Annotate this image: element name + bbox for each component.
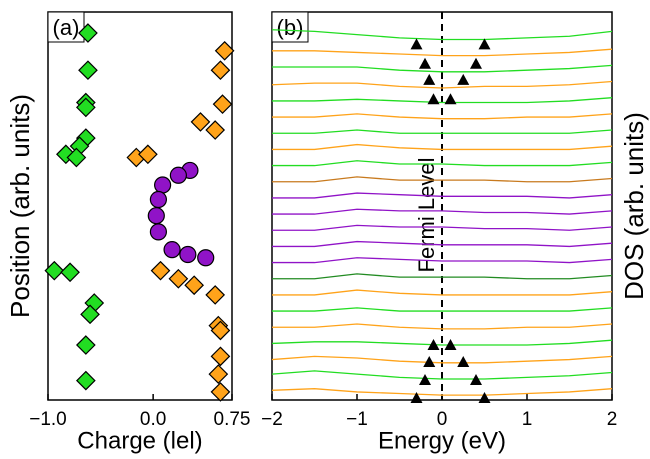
dos-curve [271,339,613,346]
point [210,382,231,402]
point [197,249,215,267]
x-tick-label: 1 [522,409,533,430]
x-tick-label: −1.0 [29,409,67,430]
dos-curve [272,323,613,330]
point [205,285,226,305]
point [147,207,165,225]
dos-curve [272,208,613,215]
band-edge-marker [444,339,457,351]
annotation: Fermi Level [414,158,439,273]
point [208,364,229,384]
panel-label-box [271,11,309,43]
point [138,144,158,165]
point [169,166,187,184]
band-edge-marker [457,73,470,85]
band-edge-marker [427,339,440,351]
band-edge-marker [410,38,423,50]
band-edge-marker [478,392,491,404]
point [210,320,231,341]
point [210,60,231,81]
band-edge-marker [470,373,482,385]
dos-curve [272,289,613,296]
dos-curve [272,64,613,73]
band-edge-marker [419,373,431,385]
panel-label-box [47,11,85,43]
x-axis-label: Energy (eV) [378,427,506,454]
point [150,260,171,281]
dos-curve [271,370,613,380]
x-tick-label: −2 [261,409,283,430]
dos-curve [271,388,613,396]
point [154,176,172,194]
point [76,370,96,391]
dos-curve [272,143,613,151]
point [168,268,189,289]
dos-curve [271,80,613,89]
dos-curve [272,240,613,248]
panel-a-frame [47,11,233,401]
band-edge-marker [427,93,440,105]
point [78,60,98,81]
y-axis-label: DOS (arb. units) [619,112,649,300]
dos-curve [272,307,613,312]
point [80,304,100,325]
dos-curve [272,97,613,104]
point [149,223,167,241]
dos-curve [272,224,613,231]
point [44,260,65,281]
dos-curve [272,257,613,264]
point [210,346,231,367]
dos-curve [272,160,613,167]
dos-curve [272,192,613,199]
point [66,147,87,168]
dos-curve [271,355,613,364]
band-edge-marker [457,356,470,368]
dos-curve [272,113,613,120]
panel-label: (a) [53,15,80,40]
y-axis-label: Position (arb. units) [5,94,35,318]
point [190,112,211,132]
dos-curve [272,129,613,134]
point [60,262,80,283]
point [179,245,197,264]
x-tick-label: 0.75 [214,409,251,430]
band-edge-marker [470,57,482,69]
band-edge-marker [444,93,457,105]
point [205,120,226,140]
point [76,97,96,118]
x-tick-label: −1 [346,409,368,430]
dos-curve [272,176,613,183]
x-tick-label: 0.0 [140,409,166,430]
dos-curve [271,29,613,41]
point [76,335,96,355]
band-edge-marker [478,38,491,50]
band-edge-marker [423,356,436,368]
point [149,190,167,209]
band-edge-marker [410,392,423,404]
dos-curve [272,48,613,57]
x-tick-label: 2 [607,409,618,430]
x-tick-label: 0 [437,409,448,430]
point [212,94,233,114]
point [78,23,98,43]
point [184,275,204,296]
band-edge-marker [419,57,431,69]
point [163,241,181,259]
panel-label: (b) [277,15,304,40]
point [214,40,235,61]
dos-curve [272,273,613,280]
band-edge-marker [423,73,436,85]
x-axis-label: Charge (lel) [77,427,202,454]
